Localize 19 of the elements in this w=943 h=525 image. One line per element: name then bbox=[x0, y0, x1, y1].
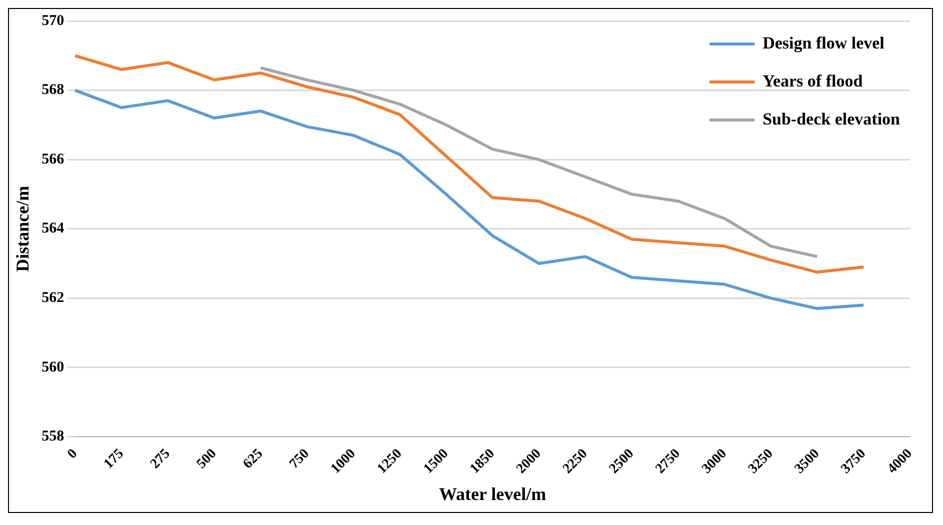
legend-label: Sub-deck elevation bbox=[762, 109, 901, 128]
y-tick-label: 560 bbox=[42, 359, 64, 376]
x-tick-label: 500 bbox=[194, 446, 220, 472]
x-tick-label: 625 bbox=[240, 446, 266, 472]
y-tick-label: 558 bbox=[42, 428, 64, 445]
x-tick-label: 750 bbox=[286, 446, 312, 472]
x-tick-label: 0 bbox=[64, 446, 80, 462]
legend-label: Design flow level bbox=[762, 33, 885, 52]
x-axis-title: Water level/m bbox=[438, 484, 546, 504]
y-tick-label: 566 bbox=[42, 151, 65, 168]
y-tick-label: 562 bbox=[42, 290, 64, 306]
x-tick-label: 275 bbox=[148, 446, 174, 472]
y-tick-label: 570 bbox=[42, 12, 64, 29]
y-tick-label: 568 bbox=[42, 82, 64, 98]
y-tick-label: 564 bbox=[42, 220, 65, 237]
legend-label: Years of flood bbox=[762, 71, 864, 90]
x-tick-label: 4000 bbox=[884, 446, 916, 477]
x-tick-label: 175 bbox=[101, 446, 127, 472]
y-axis-title: Distance/m bbox=[12, 186, 32, 272]
